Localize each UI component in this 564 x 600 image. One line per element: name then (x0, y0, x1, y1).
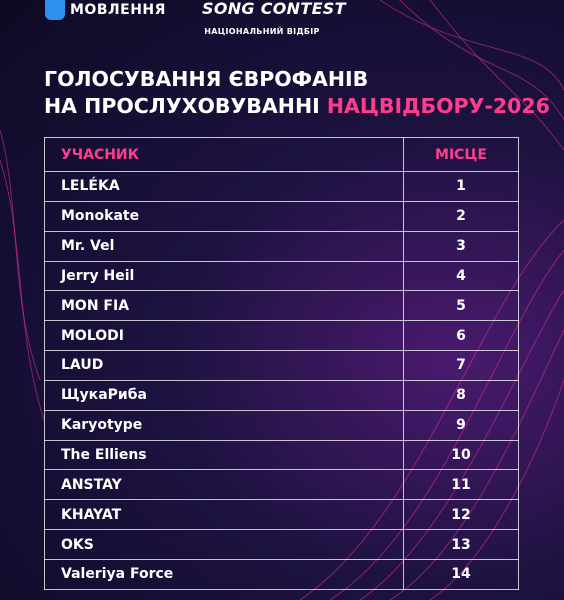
place: 8 (403, 379, 519, 411)
table-row: Valeriya Force 14 (44, 558, 519, 590)
place: 10 (403, 439, 519, 471)
table-row: ANSTAY 11 (44, 469, 519, 501)
place: 2 (403, 200, 519, 232)
participant: Jerry Heil (44, 260, 404, 292)
logo-icon (45, 0, 65, 20)
table-row: Mr. Vel 3 (44, 230, 519, 262)
table-row: Karyotype 9 (44, 409, 519, 441)
participant: Mr. Vel (44, 230, 404, 262)
title-line: НА ПРОСЛУХОВУВАННІ НАЦВІДБОРУ-2026 (44, 93, 550, 120)
table-row: LAUD 7 (44, 350, 519, 381)
title: ГОЛОСУВАННЯ ЄВРОФАНІВ НА ПРОСЛУХОВУВАННІ… (44, 66, 550, 120)
table-row: Jerry Heil 4 (44, 260, 519, 292)
participant: The Elliens (44, 439, 404, 471)
participant: ЩукаРиба (44, 379, 404, 411)
table-row: The Elliens 10 (44, 439, 519, 471)
title-highlight: НАЦВІДБОРУ-2026 (326, 94, 550, 118)
table-row: Monokate 2 (44, 200, 519, 232)
place: 12 (403, 499, 519, 531)
place: 3 (403, 230, 519, 262)
table-row: ЩукаРиба 8 (44, 379, 519, 411)
participant: LELÉKA (44, 171, 404, 202)
place: 5 (403, 290, 519, 322)
results-table: УЧАСНИК МІСЦЕ LELÉKA 1 Monokate 2 Mr. Vel 3 Je… (44, 137, 519, 590)
participant: Karyotype (44, 409, 404, 441)
table-row: OKS 13 (44, 529, 519, 560)
header-row: УЧАСНИК МІСЦЕ (44, 137, 519, 172)
contest-subtitle: НАЦІОНАЛЬНИЙ ВІДБІР (204, 27, 320, 36)
table-row: KHAYAT 12 (44, 499, 519, 531)
place: 6 (403, 320, 519, 352)
place: 7 (403, 350, 519, 381)
table-body: LELÉKA 1 Monokate 2 Mr. Vel 3 Jerry Heil 4 MON F… (44, 171, 519, 590)
column-header: УЧАСНИК (44, 137, 404, 172)
participant: MOLODI (44, 320, 404, 352)
participant: OKS (44, 529, 404, 560)
participant: Monokate (44, 200, 404, 232)
participant: ANSTAY (44, 469, 404, 501)
place: 4 (403, 260, 519, 292)
logo-text: МОВЛЕННЯ (70, 2, 166, 18)
participant: Valeriya Force (44, 558, 404, 590)
place: 14 (403, 558, 519, 590)
participant: LAUD (44, 350, 404, 381)
table-row: LELÉKA 1 (44, 171, 519, 202)
participant: KHAYAT (44, 499, 404, 531)
column-header: МІСЦЕ (403, 137, 519, 172)
place: 13 (403, 529, 519, 560)
participant: MON FIA (44, 290, 404, 322)
table-row: MON FIA 5 (44, 290, 519, 322)
table-row: MOLODI 6 (44, 320, 519, 352)
place: 1 (403, 171, 519, 202)
place: 9 (403, 409, 519, 441)
place: 11 (403, 469, 519, 501)
title-part: НА ПРОСЛУХОВУВАННІ (44, 94, 327, 118)
contest-logo: SONG CONTEST (202, 0, 346, 18)
title-line: ГОЛОСУВАННЯ ЄВРОФАНІВ (44, 67, 369, 91)
